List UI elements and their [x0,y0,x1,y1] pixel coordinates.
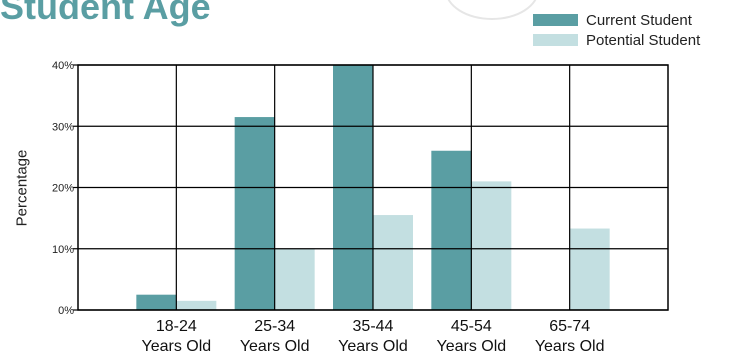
tick-label-y-0: 0% [58,305,74,317]
bar-potential-1 [274,248,315,310]
legend-label-current: Current Student [586,11,692,29]
bar-potential-4 [569,228,610,310]
bar-potential-0 [176,300,217,310]
bar-current-0 [136,294,177,310]
tick-label-x-3-line-1: Years Old [436,338,506,355]
tick-label-x-0-line-1: Years Old [141,338,211,355]
legend: Current Student Potential Student [533,10,700,50]
tick-label-x-0-line-0: 18-24 [156,318,197,335]
legend-swatch-potential [533,34,578,46]
legend-swatch-current [533,14,578,26]
tick-label-x-4-line-1: Years Old [535,338,605,355]
tick-label-x-3-line-0: 45-54 [451,318,492,335]
chart-title: Student Age [0,0,211,27]
tick-label-x-4-line-0: 65-74 [549,318,590,335]
tick-label-y-4: 40% [52,60,74,72]
tick-label-y-3: 30% [52,121,74,133]
tick-label-x-2-line-0: 35-44 [353,318,394,335]
plot-frame [77,64,669,311]
bar-current-3 [431,150,472,310]
bar-potential-3 [471,181,512,310]
tick-label-x-1-line-0: 25-34 [254,318,295,335]
tick-label-x-2-line-1: Years Old [338,338,408,355]
tick-label-y-2: 20% [52,183,74,195]
legend-item-current: Current Student [533,10,700,30]
bar-current-1 [234,117,275,310]
tick-label-x-1-line-1: Years Old [240,338,310,355]
bar-potential-2 [373,215,413,310]
legend-label-potential: Potential Student [586,31,701,49]
tick-label-y-1: 10% [52,244,74,256]
legend-item-potential: Potential Student [533,30,700,50]
